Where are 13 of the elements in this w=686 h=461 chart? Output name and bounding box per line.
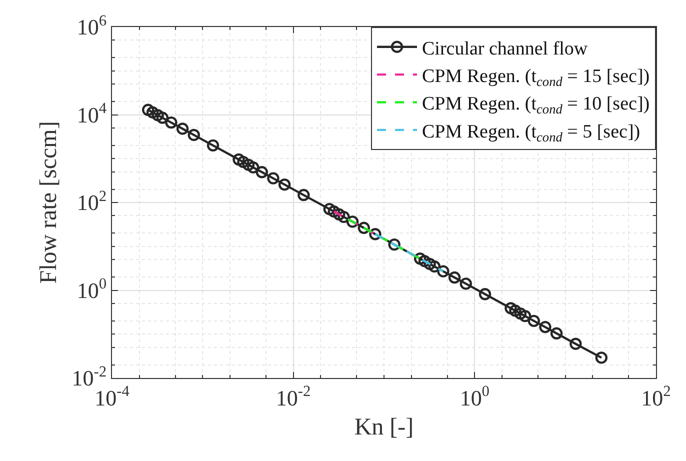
legend-label: Circular channel flow <box>422 38 588 60</box>
x-tick-label: 10$^{-2}$ <box>276 383 311 410</box>
legend-label: CPM Regen. (t$_{cond}$ = 5 [sec]) <box>422 121 640 144</box>
x-tick-label: 10$^{2}$ <box>641 383 671 410</box>
legend-label: CPM Regen. (t$_{cond}$ = 10 [sec]) <box>422 94 650 117</box>
y-axis-title: Flow rate [sccm] <box>36 121 62 284</box>
y-tick-label: 10$^{6}$ <box>76 12 107 40</box>
y-tick-label: 10$^{4}$ <box>76 100 107 128</box>
y-tick-label: 10$^{0}$ <box>76 276 107 303</box>
y-tick-label: 10$^{2}$ <box>76 188 107 216</box>
x-axis-title: Kn [-] <box>354 414 414 441</box>
legend-label: CPM Regen. (t$_{cond}$ = 15 [sec]) <box>422 66 650 89</box>
x-tick-label: 10$^{0}$ <box>460 383 490 410</box>
